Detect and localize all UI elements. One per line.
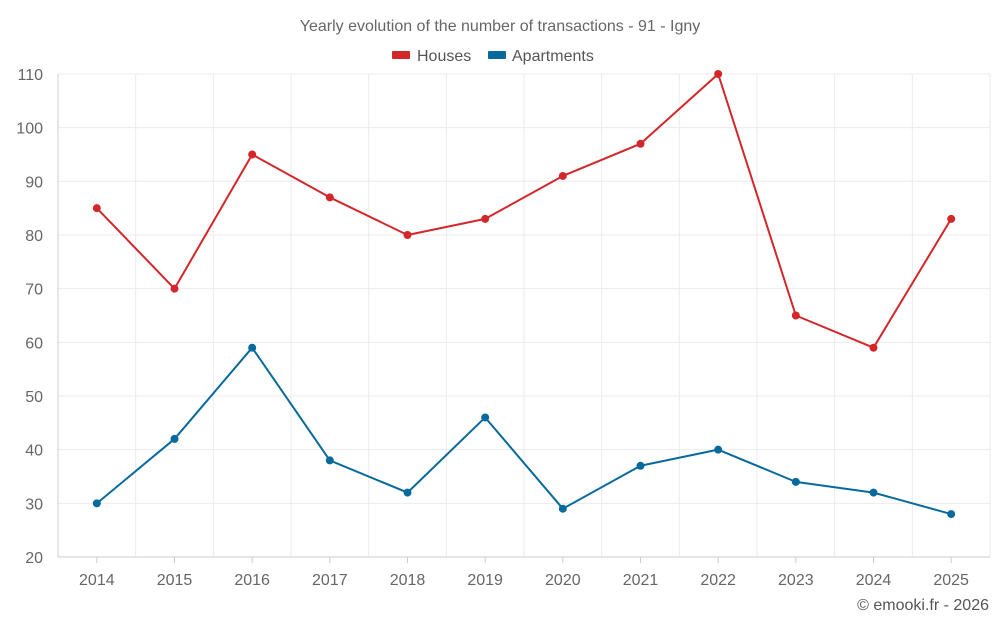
data-point-houses[interactable] [325, 193, 334, 202]
y-tick-label: 60 [25, 335, 43, 352]
data-point-apartments[interactable] [248, 343, 257, 352]
legend-swatch-apartments [488, 51, 506, 59]
data-point-apartments[interactable] [558, 504, 567, 513]
data-point-apartments[interactable] [325, 456, 334, 465]
y-tick-label: 80 [25, 228, 43, 245]
data-point-apartments[interactable] [636, 461, 645, 470]
grid-layer [57, 73, 991, 558]
legend-label-houses: Houses [417, 48, 471, 65]
series-line-apartments[interactable] [96, 346, 952, 516]
data-point-apartments[interactable] [791, 477, 800, 486]
x-tick-label: 2021 [623, 572, 659, 589]
legend-item-apartments[interactable]: Apartments [488, 48, 594, 65]
credit-text: © emooki.fr - 2026 [857, 597, 989, 614]
x-tick-label: 2015 [157, 572, 193, 589]
data-point-apartments[interactable] [869, 488, 878, 497]
data-point-apartments[interactable] [170, 434, 179, 443]
y-tick-label: 100 [16, 121, 43, 138]
data-point-houses[interactable] [636, 139, 645, 148]
y-tick-label: 20 [25, 550, 43, 567]
x-tick-label: 2023 [778, 572, 814, 589]
x-tick-label: 2020 [545, 572, 581, 589]
axis-layer: 20 30 40 50 60 70 80 90 100 110 2014 2015 2016 2017 20… [16, 67, 990, 589]
x-tick-label: 2024 [856, 572, 892, 589]
data-point-houses[interactable] [248, 150, 257, 159]
data-point-houses[interactable] [714, 70, 723, 78]
y-tick-label: 70 [25, 282, 43, 299]
series-layer [92, 70, 956, 519]
y-tick-label: 90 [25, 174, 43, 191]
data-point-houses[interactable] [481, 214, 490, 223]
chart-title: Yearly evolution of the number of transa… [300, 18, 701, 35]
data-point-houses[interactable] [92, 204, 101, 213]
x-tick-label: 2019 [467, 572, 503, 589]
data-point-apartments[interactable] [403, 488, 412, 497]
y-tick-label: 50 [25, 389, 43, 406]
data-point-houses[interactable] [947, 214, 956, 223]
x-tick-label: 2017 [312, 572, 348, 589]
data-point-houses[interactable] [403, 231, 412, 239]
data-point-houses[interactable] [791, 311, 800, 320]
x-tick-label: 2025 [933, 572, 969, 589]
x-tick-label: 2014 [79, 572, 115, 589]
data-point-apartments[interactable] [947, 510, 956, 519]
data-point-apartments[interactable] [481, 413, 490, 422]
y-tick-label: 110 [17, 67, 43, 84]
data-point-houses[interactable] [869, 343, 878, 352]
y-tick-label: 40 [25, 443, 43, 460]
y-tick-label: 30 [25, 496, 43, 513]
x-tick-label: 2018 [390, 572, 426, 589]
legend-item-houses[interactable]: Houses [392, 48, 471, 65]
data-point-houses[interactable] [558, 171, 567, 180]
series-line-houses[interactable] [96, 73, 953, 349]
legend: Houses Apartments [392, 48, 594, 65]
legend-label-apartments: Apartments [512, 48, 594, 65]
data-point-houses[interactable] [170, 284, 179, 293]
legend-swatch-houses [392, 51, 410, 59]
x-tick-label: 2016 [234, 572, 270, 589]
data-point-apartments[interactable] [714, 445, 723, 454]
data-point-apartments[interactable] [92, 499, 101, 508]
x-tick-label: 2022 [700, 572, 736, 589]
